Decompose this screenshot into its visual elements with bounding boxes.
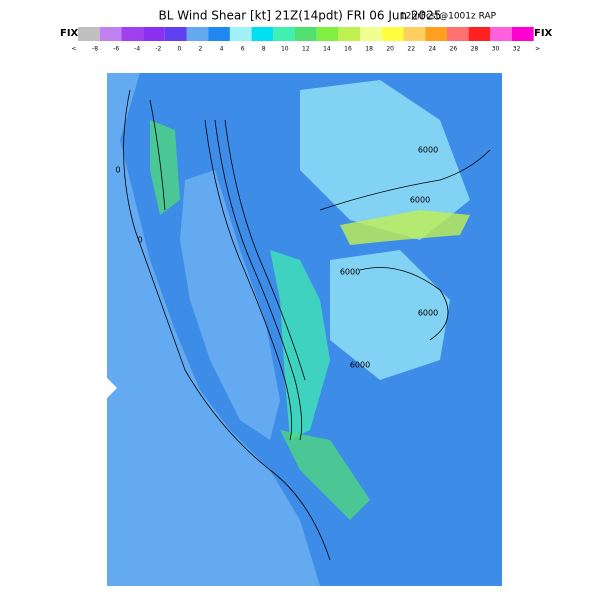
shear-area — [330, 250, 450, 380]
legend-swatch — [425, 27, 447, 41]
legend-swatch — [512, 27, 534, 41]
legend-label: 26 — [450, 46, 458, 53]
legend-swatch — [468, 27, 491, 41]
legend-swatch — [446, 27, 469, 41]
legend-label: 4 — [220, 46, 224, 53]
legend-label: 30 — [492, 46, 500, 53]
contour-label: 6000 — [418, 309, 438, 318]
legend-label: -8 — [92, 46, 98, 53]
legend-label: 6 — [241, 46, 245, 53]
legend-label: -2 — [155, 46, 161, 53]
legend-swatch — [164, 27, 187, 41]
legend-swatch — [295, 27, 317, 41]
legend-label: -6 — [113, 46, 119, 53]
legend-label: 28 — [471, 46, 479, 53]
legend-swatch — [338, 27, 361, 41]
shear-area — [280, 430, 370, 520]
legend-swatch — [273, 27, 295, 41]
map — [107, 73, 502, 586]
legend-swatch — [360, 27, 382, 41]
contour-label: 0 — [137, 236, 142, 245]
title: BL Wind Shear [kt] 21Z(14pdt) FRI 06 Jun… — [159, 9, 442, 23]
legend-swatch — [143, 27, 165, 41]
ocean — [107, 73, 320, 586]
legend-label: -4 — [134, 46, 140, 53]
legend-label: 8 — [262, 46, 266, 53]
scroll-marker — [107, 378, 117, 398]
shear-area — [270, 250, 330, 440]
fix-right: FIX — [534, 28, 553, 39]
shear-area — [300, 80, 470, 240]
contour-label: 6000 — [410, 196, 430, 205]
legend-label: > — [535, 46, 540, 53]
legend-label: 14 — [323, 46, 331, 53]
legend-swatch — [490, 27, 512, 41]
legend-label: 16 — [344, 46, 352, 53]
contour-label: 6000 — [340, 268, 360, 277]
legend-swatch — [251, 27, 274, 41]
legend-label: 20 — [386, 46, 394, 53]
legend-swatch — [99, 27, 122, 41]
legend-label: 32 — [513, 46, 521, 53]
contours — [123, 89, 491, 561]
legend-label: 18 — [365, 46, 373, 53]
contour-label: 0 — [115, 166, 120, 175]
legend-swatch — [403, 27, 426, 41]
legend-swatch — [381, 27, 404, 41]
legend-label: 22 — [407, 46, 415, 53]
legend-swatch — [78, 27, 100, 41]
contour-label: 6000 — [350, 361, 370, 370]
valley — [180, 170, 280, 440]
contour-label: 6000 — [418, 146, 438, 155]
legend-swatch — [186, 27, 209, 41]
shear-area — [340, 210, 470, 245]
legend-label: 0 — [177, 46, 181, 53]
legend-swatch — [208, 27, 230, 41]
subtitle: 12hrFcst@1001z RAP — [400, 12, 497, 22]
legend-label: 24 — [428, 46, 436, 53]
legend-label: 2 — [199, 46, 203, 53]
legend-label: 12 — [302, 46, 310, 53]
legend-swatch — [121, 27, 144, 41]
legend-label: < — [71, 46, 76, 53]
legend-swatch — [316, 27, 339, 41]
legend-swatch — [229, 27, 252, 41]
legend-label: 10 — [281, 46, 289, 53]
fix-left: FIX — [60, 28, 79, 39]
